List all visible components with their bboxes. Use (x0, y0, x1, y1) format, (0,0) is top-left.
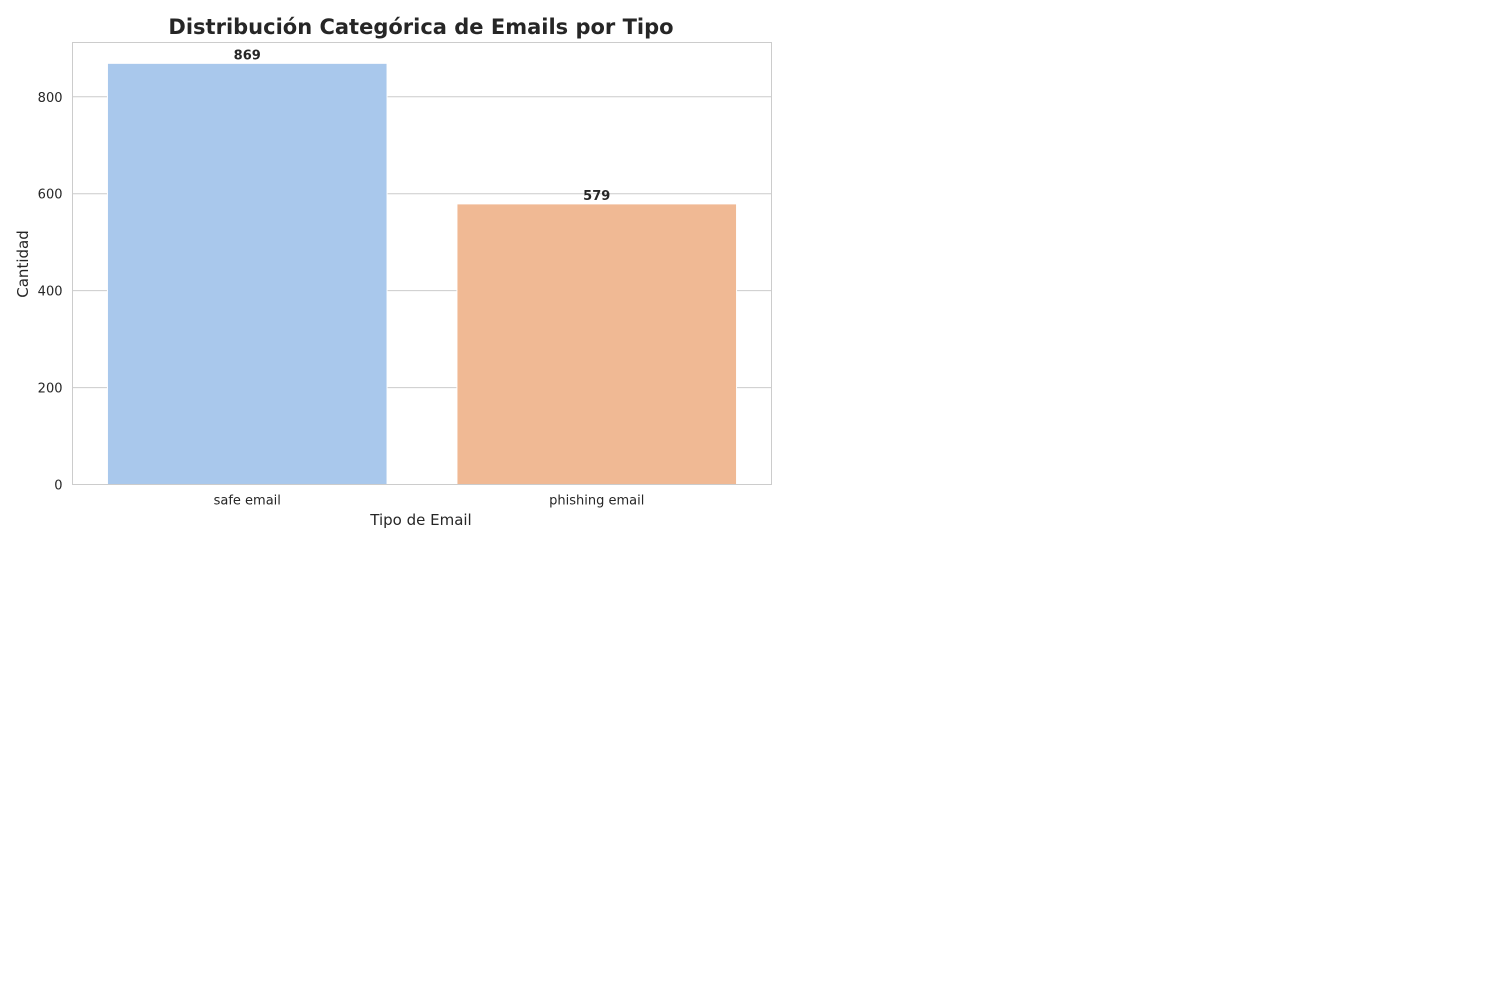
y-axis-label: Cantidad (14, 230, 32, 297)
x-axis-ticks: safe email phishing email (214, 494, 645, 509)
x-axis-label: Tipo de Email (369, 511, 471, 529)
value-label: 579 (583, 189, 610, 204)
x-tick-label: phishing email (549, 494, 644, 509)
y-tick-label: 600 (38, 188, 63, 203)
y-axis-ticks: 0 200 400 600 800 (38, 91, 63, 494)
x-tick-label: safe email (214, 494, 281, 509)
y-tick-label: 800 (38, 91, 63, 106)
y-tick-label: 200 (38, 382, 63, 397)
bar-safe-email (106, 62, 388, 486)
value-label: 869 (234, 48, 261, 63)
plot-frame (72, 42, 772, 485)
y-tick-label: 400 (38, 285, 63, 300)
bar-phishing-email (456, 203, 738, 485)
bars (106, 62, 738, 486)
chart-title: Distribución Categórica de Emails por Ti… (168, 15, 673, 39)
y-tick-label: 0 (54, 479, 62, 494)
value-labels: 869 579 (234, 48, 611, 204)
